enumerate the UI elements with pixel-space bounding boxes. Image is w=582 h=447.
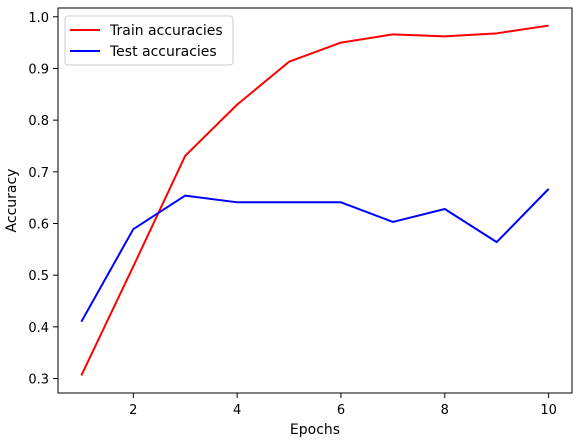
legend-label-test: Test accuracies [109, 44, 217, 60]
plot-frame [57, 7, 573, 394]
plot-layer [80, 24, 550, 376]
x-tick-label: 8 [441, 403, 449, 418]
x-axis-label: Epochs [290, 422, 340, 438]
y-tick-label: 0.4 [28, 321, 49, 336]
series-line-test [80, 188, 550, 323]
y-tick-label: 0.3 [28, 373, 49, 388]
x-tick-layer: 2 4 6 8 10 [129, 393, 557, 418]
legend-label-train: Train accuracies [109, 23, 223, 39]
series-line-train [80, 24, 549, 376]
x-tick-label: 2 [129, 403, 137, 418]
y-tick-label: 0.6 [28, 217, 49, 232]
x-tick-label: 4 [233, 403, 241, 418]
y-tick-label: 0.5 [28, 269, 49, 284]
legend-box [64, 15, 234, 66]
y-tick-label: 1.0 [28, 11, 49, 26]
x-tick-label: 6 [337, 403, 345, 418]
y-tick-label: 0.8 [28, 114, 49, 129]
y-tick-layer: 0.3 0.4 0.5 0.6 0.7 0.8 0.9 1.0 [28, 11, 58, 388]
y-tick-label: 0.9 [28, 62, 49, 77]
y-axis-label: Accuracy [4, 169, 20, 233]
x-tick-label: 10 [540, 403, 557, 418]
legend: Train accuracies Test accuracies [64, 15, 234, 66]
y-tick-label: 0.7 [28, 166, 49, 181]
